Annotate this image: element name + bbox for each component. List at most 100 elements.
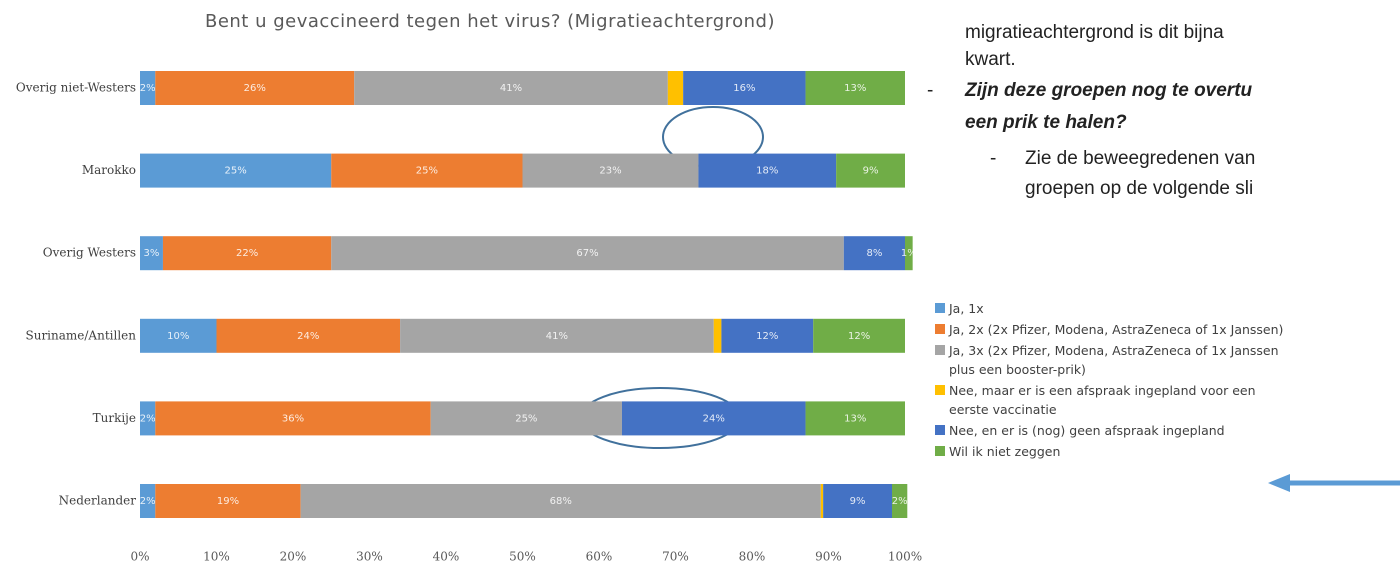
legend-swatch bbox=[935, 446, 945, 456]
note-line: Zijn deze groepen nog te overtu bbox=[965, 80, 1253, 101]
legend-label: Ja, 1x bbox=[949, 301, 984, 316]
legend-swatch bbox=[935, 385, 945, 395]
bar-segment bbox=[331, 236, 844, 271]
value-label: 24% bbox=[297, 331, 319, 342]
bar-segment bbox=[823, 484, 892, 518]
bar-segment bbox=[140, 71, 156, 105]
value-label: 19% bbox=[217, 496, 239, 507]
bar-segment bbox=[813, 318, 905, 353]
value-label: 23% bbox=[599, 166, 621, 177]
category-label: Nederlander bbox=[59, 494, 137, 508]
value-label: 41% bbox=[546, 331, 568, 342]
arrow-head bbox=[1268, 474, 1290, 492]
value-label: 25% bbox=[515, 413, 537, 424]
bar-segment bbox=[140, 401, 156, 436]
bar-segment bbox=[216, 318, 401, 353]
bar-segment bbox=[820, 484, 824, 518]
bullet: - bbox=[990, 148, 997, 169]
bar-segment bbox=[140, 318, 217, 353]
legend-entry: Nee, en er is (nog) geen afspraak ingepl… bbox=[935, 421, 1295, 440]
legend-label: Wil ik niet zeggen bbox=[949, 444, 1061, 459]
bar-segment bbox=[905, 236, 913, 271]
x-tick-label: 60% bbox=[586, 550, 613, 564]
legend-swatch bbox=[935, 425, 945, 435]
legend-entry: Wil ik niet zeggen bbox=[935, 442, 1295, 461]
value-label: 10% bbox=[167, 331, 189, 342]
category-label: Marokko bbox=[82, 163, 136, 177]
value-label: 1% bbox=[901, 248, 917, 259]
bar-segment bbox=[400, 318, 714, 353]
legend-label: Nee, en er is (nog) geen afspraak ingepl… bbox=[949, 423, 1225, 438]
value-label: 41% bbox=[500, 83, 522, 94]
value-label: 9% bbox=[850, 496, 866, 507]
note-line: groepen op de volgende sli bbox=[1025, 178, 1254, 199]
bar-segment bbox=[331, 153, 523, 188]
bar-segment bbox=[522, 153, 699, 188]
bar-segment bbox=[140, 484, 156, 518]
chart-title: Bent u gevaccineerd tegen het virus? (Mi… bbox=[205, 11, 775, 32]
value-label: 9% bbox=[863, 166, 879, 177]
bar-segment bbox=[140, 153, 332, 188]
bar-segment bbox=[805, 401, 905, 436]
value-label: 67% bbox=[576, 248, 598, 259]
bullet: - bbox=[927, 80, 934, 101]
x-tick-label: 40% bbox=[433, 550, 460, 564]
legend-label: Ja, 3x (2x Pfizer, Modena, AstraZeneca o… bbox=[949, 343, 1279, 377]
bar-segment bbox=[667, 71, 684, 105]
category-label: Turkije bbox=[93, 411, 136, 425]
bar-segment bbox=[805, 71, 905, 105]
bar-segment bbox=[354, 71, 668, 105]
bar-segment bbox=[683, 71, 806, 105]
x-tick-label: 10% bbox=[203, 550, 230, 564]
x-tick-label: 100% bbox=[888, 550, 922, 564]
x-tick-label: 20% bbox=[280, 550, 307, 564]
value-label: 2% bbox=[140, 496, 156, 507]
legend-label: Nee, maar er is een afspraak ingepland v… bbox=[949, 383, 1256, 417]
legend-swatch bbox=[935, 324, 945, 334]
value-label: 18% bbox=[756, 166, 778, 177]
bar-segment bbox=[140, 236, 163, 271]
bar-segment bbox=[300, 484, 821, 518]
bar-segment bbox=[155, 484, 301, 518]
value-label: 2% bbox=[140, 83, 156, 94]
x-tick-label: 0% bbox=[130, 550, 149, 564]
arrow bbox=[1268, 474, 1400, 492]
category-label: Suriname/Antillen bbox=[26, 328, 137, 342]
x-tick-label: 30% bbox=[356, 550, 383, 564]
value-label: 12% bbox=[756, 331, 778, 342]
value-label: 2% bbox=[892, 496, 908, 507]
value-label: 25% bbox=[225, 166, 247, 177]
bar-segment bbox=[162, 236, 332, 271]
value-label: 3% bbox=[144, 248, 160, 259]
value-label: 2% bbox=[140, 413, 156, 424]
value-label: 13% bbox=[844, 83, 866, 94]
value-label: 22% bbox=[236, 248, 258, 259]
bar-segment bbox=[155, 401, 431, 436]
bar-segment bbox=[155, 71, 355, 105]
legend-entry: Ja, 2x (2x Pfizer, Modena, AstraZeneca o… bbox=[935, 320, 1295, 339]
bar-segment bbox=[698, 153, 837, 188]
category-label: Overig niet-Westers bbox=[16, 81, 136, 95]
value-label: 8% bbox=[866, 248, 882, 259]
legend-label: Ja, 2x (2x Pfizer, Modena, AstraZeneca o… bbox=[949, 322, 1284, 337]
legend-swatch bbox=[935, 303, 945, 313]
bar-segment bbox=[713, 318, 722, 353]
bar-segment bbox=[891, 484, 908, 518]
bar-segment bbox=[843, 236, 905, 271]
bar-segment bbox=[430, 401, 622, 436]
value-label: 26% bbox=[244, 83, 266, 94]
note-line: een prik te halen? bbox=[965, 112, 1127, 133]
category-label: Overig Westers bbox=[43, 246, 136, 260]
legend-entry: Ja, 3x (2x Pfizer, Modena, AstraZeneca o… bbox=[935, 341, 1295, 379]
bar-segment bbox=[721, 318, 814, 353]
note-line: kwart. bbox=[965, 49, 1016, 70]
x-tick-label: 80% bbox=[739, 550, 766, 564]
x-tick-label: 50% bbox=[509, 550, 536, 564]
legend-swatch bbox=[935, 345, 945, 355]
x-tick-label: 90% bbox=[815, 550, 842, 564]
value-label: 24% bbox=[703, 413, 725, 424]
value-label: 12% bbox=[848, 331, 870, 342]
value-label: 68% bbox=[550, 496, 572, 507]
value-label: 16% bbox=[733, 83, 755, 94]
